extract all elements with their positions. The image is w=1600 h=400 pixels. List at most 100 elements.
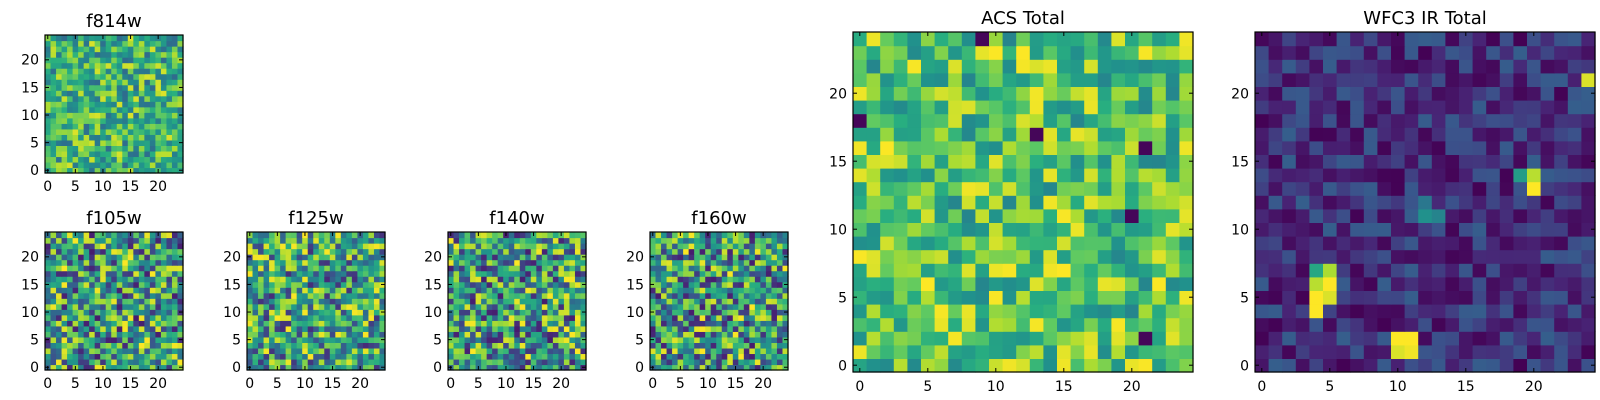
heatmap-cell — [754, 281, 761, 288]
heatmap-cell — [100, 139, 107, 146]
heatmap-cell — [335, 292, 342, 299]
heatmap-cell — [1581, 263, 1596, 278]
heatmap-cell — [961, 344, 976, 359]
heatmap-cell — [776, 331, 784, 338]
heatmap-cell — [989, 59, 1004, 74]
heatmap-cell — [122, 243, 129, 250]
heatmap-cell — [1125, 358, 1140, 373]
heatmap-cell — [94, 309, 101, 316]
heatmap-cell — [547, 287, 554, 294]
heatmap-cell — [536, 259, 543, 266]
heatmap-cell — [514, 298, 521, 305]
heatmap-cell — [1165, 222, 1180, 237]
heatmap-cell — [133, 270, 140, 277]
heatmap-cell — [1377, 32, 1392, 47]
heatmap-cell — [133, 123, 140, 130]
heatmap-cell — [1029, 59, 1044, 74]
heatmap-cell — [989, 276, 1004, 291]
heatmap-cell — [1097, 113, 1112, 128]
heatmap-cell — [149, 270, 156, 277]
x-tick-label: 10 — [987, 379, 1005, 395]
heatmap-cell — [127, 342, 134, 349]
heatmap-cell — [324, 232, 331, 239]
heatmap-cell — [1323, 304, 1338, 319]
heatmap-cell — [1377, 331, 1392, 346]
heatmap-cell — [373, 331, 381, 338]
heatmap-cell — [61, 161, 68, 169]
heatmap-cell — [78, 161, 85, 169]
heatmap-cell — [258, 276, 265, 283]
heatmap-cell — [541, 248, 548, 255]
heatmap-cell — [743, 248, 750, 255]
heatmap-cell — [1377, 317, 1392, 332]
heatmap-cell — [694, 347, 701, 355]
heatmap-cell — [470, 314, 477, 321]
y-tick-label: 15 — [21, 80, 39, 96]
heatmap-cell — [318, 243, 325, 250]
heatmap-cell — [1125, 72, 1140, 87]
heatmap-cell — [574, 254, 582, 261]
heatmap-cell — [743, 353, 750, 360]
heatmap-cell — [453, 248, 460, 255]
heatmap-cell — [67, 347, 74, 355]
heatmap-cell — [448, 259, 455, 266]
heatmap-cell — [111, 57, 118, 64]
heatmap-cell — [122, 232, 129, 239]
heatmap-cell — [78, 342, 85, 349]
heatmap-cell — [975, 276, 990, 291]
heatmap-cell — [144, 336, 151, 343]
heatmap-cell — [921, 181, 936, 196]
heatmap-cell — [171, 303, 179, 310]
heatmap-cell — [1540, 127, 1555, 142]
heatmap-cell — [754, 292, 761, 299]
y-tick-label: 10 — [21, 305, 39, 321]
heatmap-cell — [519, 358, 526, 366]
heatmap-cell — [89, 117, 96, 124]
heatmap-cell — [61, 145, 68, 152]
heatmap-cell — [1391, 236, 1406, 251]
heatmap-cell — [357, 281, 364, 288]
heatmap-cell — [116, 237, 123, 244]
heatmap-cell — [1029, 344, 1044, 359]
heatmap-cell — [100, 276, 107, 283]
heatmap-cell — [122, 342, 129, 349]
heatmap-cell — [166, 62, 173, 69]
heatmap-cell — [464, 254, 471, 261]
heatmap-cell — [547, 298, 554, 305]
heatmap-cell — [453, 314, 460, 321]
heatmap-cell — [1527, 222, 1542, 237]
heatmap-cell — [677, 276, 684, 283]
heatmap-cell — [1499, 263, 1514, 278]
heatmap-cell — [907, 304, 922, 319]
heatmap-cell — [475, 331, 482, 338]
heatmap-cell — [56, 320, 63, 327]
heatmap-cell — [738, 298, 745, 305]
heatmap-cell — [1472, 208, 1487, 223]
heatmap-cell — [1295, 113, 1310, 128]
heatmap-cell — [373, 270, 381, 277]
heatmap-cell — [453, 325, 460, 332]
heatmap-cell — [530, 314, 537, 321]
heatmap-cell — [1404, 59, 1419, 74]
heatmap-cell — [481, 281, 488, 288]
heatmap-cell — [149, 79, 156, 86]
heatmap-cell — [138, 68, 145, 75]
heatmap-cell — [78, 243, 85, 250]
heatmap-cell — [519, 336, 526, 343]
heatmap-cell — [160, 101, 168, 108]
heatmap-cell — [324, 303, 331, 310]
heatmap-cell — [989, 344, 1004, 359]
heatmap-cell — [116, 287, 123, 294]
heatmap-cell — [470, 336, 477, 343]
heatmap-cell — [1336, 168, 1351, 183]
heatmap-cell — [138, 320, 145, 327]
heatmap-cell — [346, 331, 353, 338]
heatmap-cell — [492, 259, 499, 266]
heatmap-cell — [1363, 304, 1378, 319]
heatmap-cell — [340, 265, 347, 272]
heatmap-cell — [655, 325, 662, 332]
heatmap-cell — [116, 101, 123, 108]
heatmap-cell — [961, 249, 976, 264]
heatmap-cell — [45, 128, 52, 135]
heatmap-cell — [492, 309, 499, 316]
